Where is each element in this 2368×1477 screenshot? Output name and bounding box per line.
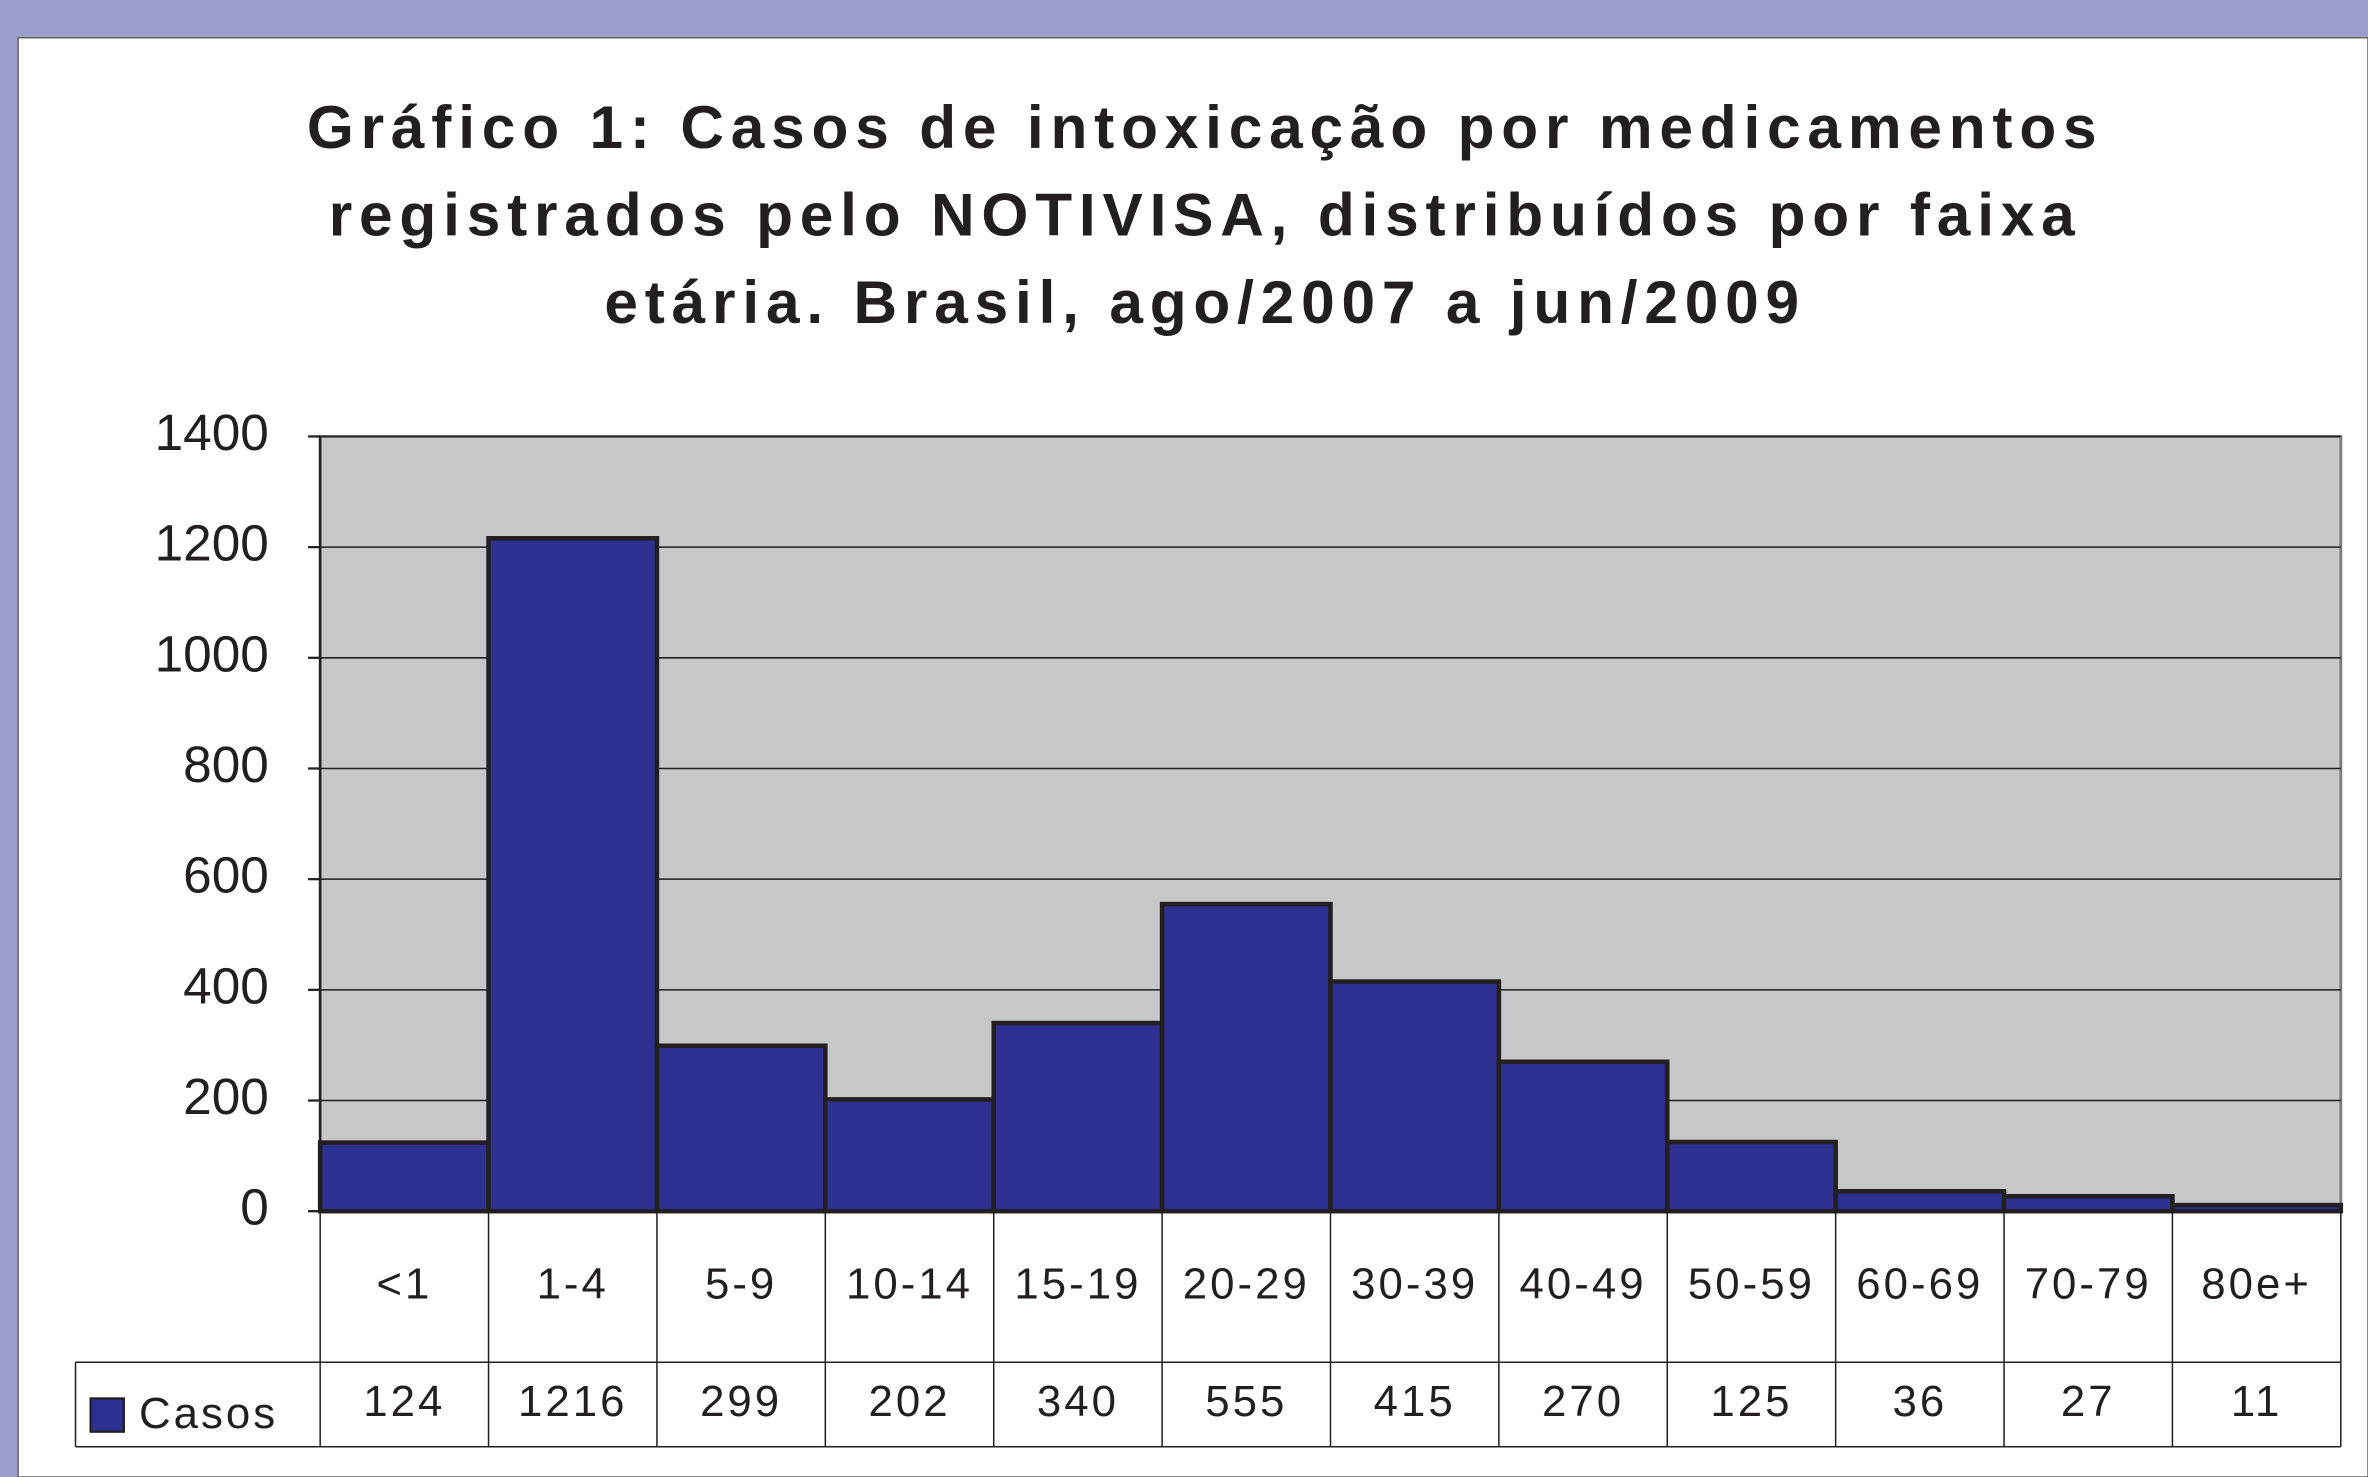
y-tick-label: 600 — [183, 847, 269, 904]
bar — [1833, 1189, 2007, 1214]
y-tick-label: 200 — [183, 1068, 269, 1125]
y-tick-label: 1400 — [155, 404, 269, 461]
x-tick-label: <1 — [376, 1259, 432, 1308]
x-tick-label: 70-79 — [2025, 1259, 2152, 1308]
data-table-value: 11 — [2231, 1377, 2283, 1426]
bar — [2170, 1202, 2344, 1214]
title-box: Gráfico 1: Casos de intoxicação por medi… — [306, 95, 2104, 337]
x-tick-label: 60-69 — [1856, 1259, 1983, 1308]
data-table-value: 36 — [1892, 1377, 1947, 1426]
x-tick-label: 5-9 — [705, 1259, 777, 1308]
data-table-value: 270 — [1542, 1377, 1624, 1426]
x-tick-label: 20-29 — [1183, 1259, 1310, 1308]
data-table-value: 27 — [2061, 1377, 2116, 1426]
bar — [654, 1043, 828, 1214]
y-tick-label: 1000 — [155, 625, 269, 682]
bar — [486, 536, 660, 1214]
x-tick-label: 15-19 — [1014, 1259, 1141, 1308]
bar — [1664, 1139, 1838, 1214]
data-table-value: 125 — [1710, 1377, 1792, 1426]
bar — [1496, 1059, 1670, 1214]
x-tick-label: 50-59 — [1688, 1259, 1815, 1308]
bar — [823, 1097, 996, 1214]
y-tick-label: 1200 — [155, 515, 269, 572]
y-tick-label: 800 — [183, 736, 269, 793]
data-table-value: 555 — [1205, 1377, 1287, 1426]
x-tick-label: 30-39 — [1351, 1259, 1478, 1308]
data-table-value: 299 — [700, 1377, 782, 1426]
data-table-value: 124 — [363, 1377, 445, 1426]
y-tick-label: 0 — [240, 1179, 269, 1236]
bar — [991, 1020, 1165, 1214]
chart-title: Gráfico 1: Casos de intoxicação por medi… — [306, 95, 2104, 337]
data-table-value: 202 — [868, 1377, 950, 1426]
data-table-value: 1216 — [518, 1377, 627, 1426]
x-tick-label: 80e+ — [2201, 1259, 2312, 1308]
legend-label: Casos — [139, 1389, 278, 1438]
bar — [1328, 979, 1502, 1214]
bar — [317, 1140, 491, 1214]
y-tick-label: 400 — [183, 957, 269, 1014]
data-table-value: 415 — [1374, 1377, 1456, 1426]
bar — [2001, 1193, 2175, 1214]
data-table-value: 340 — [1037, 1377, 1119, 1426]
legend-swatch — [89, 1397, 125, 1433]
x-tick-label: 40-49 — [1520, 1259, 1647, 1308]
x-tick-label: 10-14 — [846, 1259, 973, 1308]
x-tick-label: 1-4 — [537, 1259, 609, 1308]
bar — [1159, 901, 1333, 1214]
